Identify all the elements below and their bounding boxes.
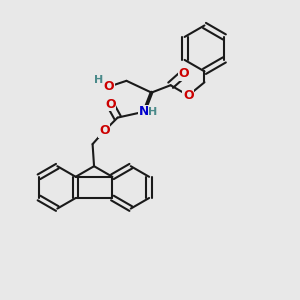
Text: O: O [178,67,189,80]
Text: O: O [105,98,116,111]
Text: O: O [103,80,114,93]
Text: H: H [94,75,103,85]
Text: O: O [183,89,194,102]
Text: N: N [139,105,149,118]
Text: H: H [148,107,158,117]
Text: O: O [99,124,110,137]
